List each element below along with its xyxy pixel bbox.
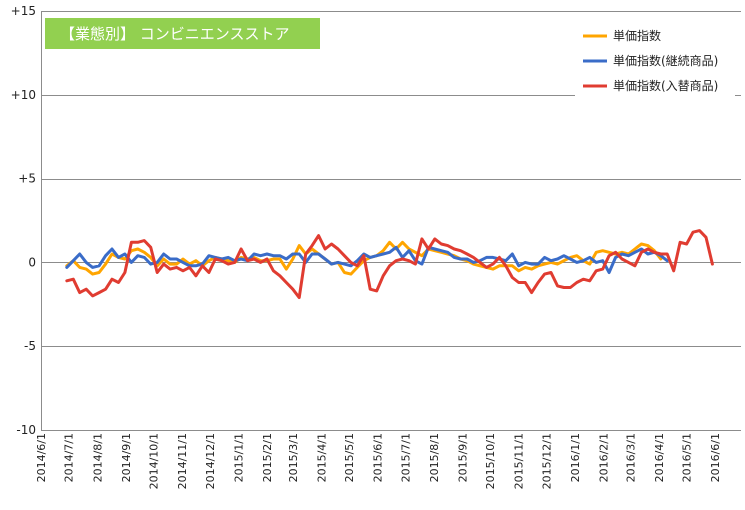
x-tick-label: 2015/2/1 xyxy=(261,433,274,482)
series-line-2 xyxy=(65,229,714,300)
x-tick-label: 2016/6/1 xyxy=(709,433,722,482)
x-tick-label: 2015/5/1 xyxy=(343,433,356,482)
x-tick-label: 2015/4/1 xyxy=(315,433,328,482)
x-tick-label: 2014/7/1 xyxy=(63,433,76,482)
x-tick-label: 2015/7/1 xyxy=(399,433,412,482)
x-tick-label: 2015/9/1 xyxy=(456,433,469,482)
x-tick-label: 2015/8/1 xyxy=(428,433,441,482)
x-tick-label: 2015/10/1 xyxy=(484,433,497,489)
x-tick-label: 2016/4/1 xyxy=(653,433,666,482)
x-tick-label: 2014/10/1 xyxy=(148,433,161,489)
x-tick-label: 2014/8/1 xyxy=(91,433,104,482)
y-tick-label: +10 xyxy=(11,88,36,102)
chart-title-box: 【業態別】 コンビニエンスストア xyxy=(45,18,320,49)
x-tick-label: 2014/12/1 xyxy=(204,433,217,489)
x-tick-label: 2016/5/1 xyxy=(681,433,694,482)
x-tick-label: 2014/11/1 xyxy=(176,433,189,489)
x-tick-label: 2014/9/1 xyxy=(120,433,133,482)
x-tick-label: 2015/11/1 xyxy=(513,433,526,489)
x-tick-label: 2015/12/1 xyxy=(540,433,553,489)
legend-label-replaced-products: 単価指数(入替商品) xyxy=(613,78,718,93)
legend-label-unit-price-index: 単価指数 xyxy=(613,28,661,43)
legend: 単価指数 単価指数(継続商品) 単価指数(入替商品) xyxy=(575,14,735,98)
x-tick-label: 2015/1/1 xyxy=(232,433,245,482)
x-axis-tick-labels: 2014/6/1 2014/7/1 2014/8/1 2014/9/1 2014/10/… xyxy=(35,433,722,489)
x-tick-label: 2015/3/1 xyxy=(287,433,300,482)
legend-label-continuing-products: 単価指数(継続商品) xyxy=(613,53,718,68)
x-tick-label: 2014/6/1 xyxy=(35,433,48,482)
legend-background xyxy=(575,14,735,98)
series-line-1 xyxy=(65,245,669,274)
y-axis-tick-labels: +15 +10 +5 0 -5 -10 xyxy=(11,4,36,437)
y-tick-label: 0 xyxy=(28,255,36,269)
chart-title: 【業態別】 コンビニエンスストア xyxy=(60,25,289,43)
x-tick-label: 2015/6/1 xyxy=(372,433,385,482)
x-tick-label: 2016/1/1 xyxy=(569,433,582,482)
x-tick-label: 2016/2/1 xyxy=(598,433,611,482)
x-tick-label: 2016/3/1 xyxy=(624,433,637,482)
y-tick-label: +15 xyxy=(11,4,36,18)
y-tick-label: -5 xyxy=(24,339,36,353)
y-tick-label: -10 xyxy=(16,423,36,437)
y-tick-label: +5 xyxy=(18,172,36,186)
chart-title-background xyxy=(45,18,320,49)
series-lines xyxy=(65,229,714,300)
